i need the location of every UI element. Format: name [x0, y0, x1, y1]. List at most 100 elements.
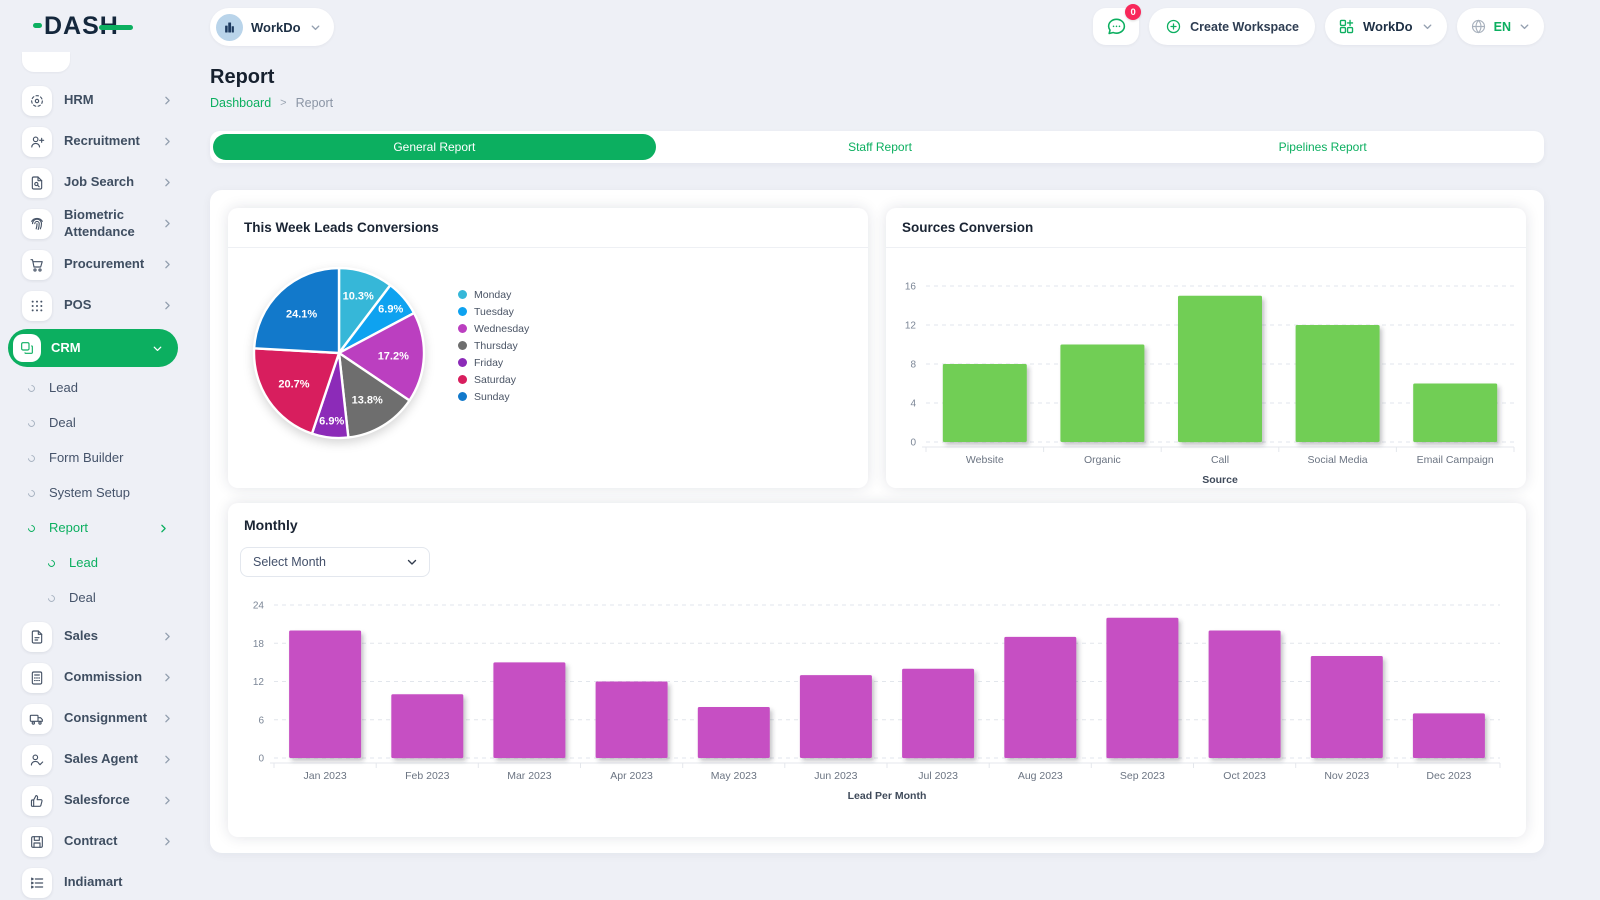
breadcrumb-dashboard-link[interactable]: Dashboard	[210, 96, 272, 110]
create-workspace-button[interactable]: Create Workspace	[1149, 8, 1316, 45]
circle-plus-icon	[1166, 19, 1181, 34]
legend-item-thursday[interactable]: Thursday	[458, 337, 529, 354]
sidebar-item-lead[interactable]: Lead	[0, 371, 186, 406]
bar-may-2023	[697, 707, 770, 758]
pie-slice-wednesday	[337, 311, 426, 402]
main-area: WorkDo 0 Create Workspace WorkDo EN	[186, 0, 1600, 900]
sidebar-item-partial[interactable]	[22, 52, 70, 72]
pie-slice-value: 6.9%	[319, 415, 344, 427]
chevron-down-icon	[309, 21, 322, 34]
sidebar-item-label: Lead	[69, 555, 98, 571]
sidebar-item-label: Deal	[69, 590, 96, 606]
legend-item-tuesday[interactable]: Tuesday	[458, 303, 529, 320]
chevron-right-icon	[157, 522, 170, 535]
sidebar-item-form-builder[interactable]: Form Builder	[0, 441, 186, 476]
sidebar-icon-box	[22, 621, 52, 652]
sidebar-item-deal-sub[interactable]: Deal	[0, 581, 186, 616]
bullet-icon	[46, 558, 57, 569]
sidebar-item-sales[interactable]: Sales	[0, 616, 186, 657]
messages-button[interactable]: 0	[1093, 4, 1142, 45]
bullet-icon	[46, 593, 57, 604]
truck-icon	[29, 714, 43, 725]
legend-item-monday[interactable]: Monday	[458, 286, 529, 303]
pie-slice-thursday	[337, 351, 411, 439]
x-tick-label: Aug 2023	[1018, 770, 1063, 782]
axis-title: Lead Per Month	[848, 790, 927, 802]
page-content: Report Dashboard > Report General Report…	[186, 52, 1600, 853]
bar-mar-2023	[493, 662, 566, 758]
legend-item-wednesday[interactable]: Wednesday	[458, 320, 529, 337]
sidebar-item-label: Contract	[64, 833, 118, 849]
pie-chart: 10.3% 6.9% 17.2% 13.8% 6.9% 20.7% 24.1%	[252, 266, 426, 440]
sidebar-item-procurement[interactable]: Procurement	[0, 244, 186, 285]
sidebar-icon-box	[22, 826, 52, 857]
bar-aug-2023	[1004, 636, 1077, 758]
legend-label: Friday	[474, 356, 504, 369]
legend-item-saturday[interactable]: Saturday	[458, 371, 529, 388]
select-month-value: Select Month	[253, 555, 326, 569]
app-logo[interactable]: DASH	[0, 0, 186, 52]
sidebar-item-hrm[interactable]: HRM	[0, 80, 186, 121]
x-tick-label: Call	[1211, 454, 1229, 466]
pie-slice-value: 24.1%	[286, 308, 317, 320]
bar-apr-2023	[595, 681, 668, 758]
sidebar-item-consignment[interactable]: Consignment	[0, 698, 186, 739]
sidebar-menu: HRM Recruitment Job Search Biometric Attend…	[0, 52, 186, 900]
bar-website	[942, 364, 1027, 442]
chevron-right-icon	[161, 712, 174, 725]
select-month-dropdown[interactable]: Select Month	[240, 547, 430, 577]
y-tick-label: 8	[910, 360, 916, 371]
sidebar-item-lead-sub[interactable]: Lead	[0, 546, 186, 581]
bar-feb-2023	[391, 694, 464, 759]
y-tick-label: 0	[258, 754, 264, 765]
sidebar-item-report[interactable]: Report	[0, 511, 186, 546]
sidebar-item-sales-agent[interactable]: Sales Agent	[0, 739, 186, 780]
breadcrumb: Dashboard > Report	[210, 96, 1544, 110]
sidebar-item-pos[interactable]: POS	[0, 285, 186, 326]
chevron-right-icon	[161, 176, 174, 189]
workspace-selector[interactable]: WorkDo	[210, 8, 334, 46]
report-panel: This Week Leads Conversions 10.3% 6.9% 17.…	[210, 190, 1544, 853]
pie-legend: Monday Tuesday Wednesday Thursday Friday Satu…	[458, 286, 529, 453]
bar-jul-2023	[902, 668, 975, 759]
language-label: EN	[1493, 19, 1511, 34]
sidebar-item-salesforce[interactable]: Salesforce	[0, 780, 186, 821]
sidebar-item-label: System Setup	[49, 485, 130, 501]
sidebar-item-recruitment[interactable]: Recruitment	[0, 121, 186, 162]
thumbs-up-icon	[30, 794, 43, 807]
sidebar-item-label: Consignment	[64, 710, 148, 726]
chevron-down-icon	[151, 342, 164, 355]
building-icon	[225, 22, 234, 32]
workdo-menu-button[interactable]: WorkDo	[1325, 8, 1447, 45]
sidebar-item-label: Indiamart	[64, 874, 123, 890]
sidebar-item-label: Salesforce	[64, 792, 130, 808]
legend-label: Monday	[474, 288, 512, 301]
calculator-icon	[31, 670, 43, 685]
sidebar-item-crm[interactable]: CRM	[8, 329, 178, 367]
sidebar-item-deal[interactable]: Deal	[0, 406, 186, 441]
sidebar-item-biometric-attendance[interactable]: Biometric Attendance	[0, 203, 186, 244]
sidebar-item-indiamart[interactable]: Indiamart	[0, 862, 186, 900]
sidebar-item-system-setup[interactable]: System Setup	[0, 476, 186, 511]
legend-item-sunday[interactable]: Sunday	[458, 388, 529, 405]
sidebar-item-label: HRM	[64, 92, 94, 108]
sidebar-item-commission[interactable]: Commission	[0, 657, 186, 698]
chevron-right-icon	[161, 671, 174, 684]
y-tick-label: 18	[253, 639, 265, 650]
x-tick-label: Feb 2023	[405, 770, 450, 782]
x-tick-label: Sep 2023	[1120, 770, 1165, 782]
tab-staff-report[interactable]: Staff Report	[848, 140, 912, 154]
page-title: Report	[210, 66, 275, 88]
save-icon	[31, 835, 43, 848]
card-title: This Week Leads Conversions	[228, 208, 868, 248]
y-tick-label: 4	[910, 399, 916, 410]
workdo-label: WorkDo	[1363, 19, 1413, 34]
x-tick-label: Jul 2023	[918, 770, 958, 782]
language-selector[interactable]: EN	[1456, 8, 1544, 45]
sidebar-item-contract[interactable]: Contract	[0, 821, 186, 862]
tab-general-report[interactable]: General Report	[213, 134, 656, 160]
chevron-right-icon	[161, 94, 174, 107]
tab-pipelines-report[interactable]: Pipelines Report	[1278, 140, 1367, 154]
legend-item-friday[interactable]: Friday	[458, 354, 529, 371]
sidebar-item-job-search[interactable]: Job Search	[0, 162, 186, 203]
